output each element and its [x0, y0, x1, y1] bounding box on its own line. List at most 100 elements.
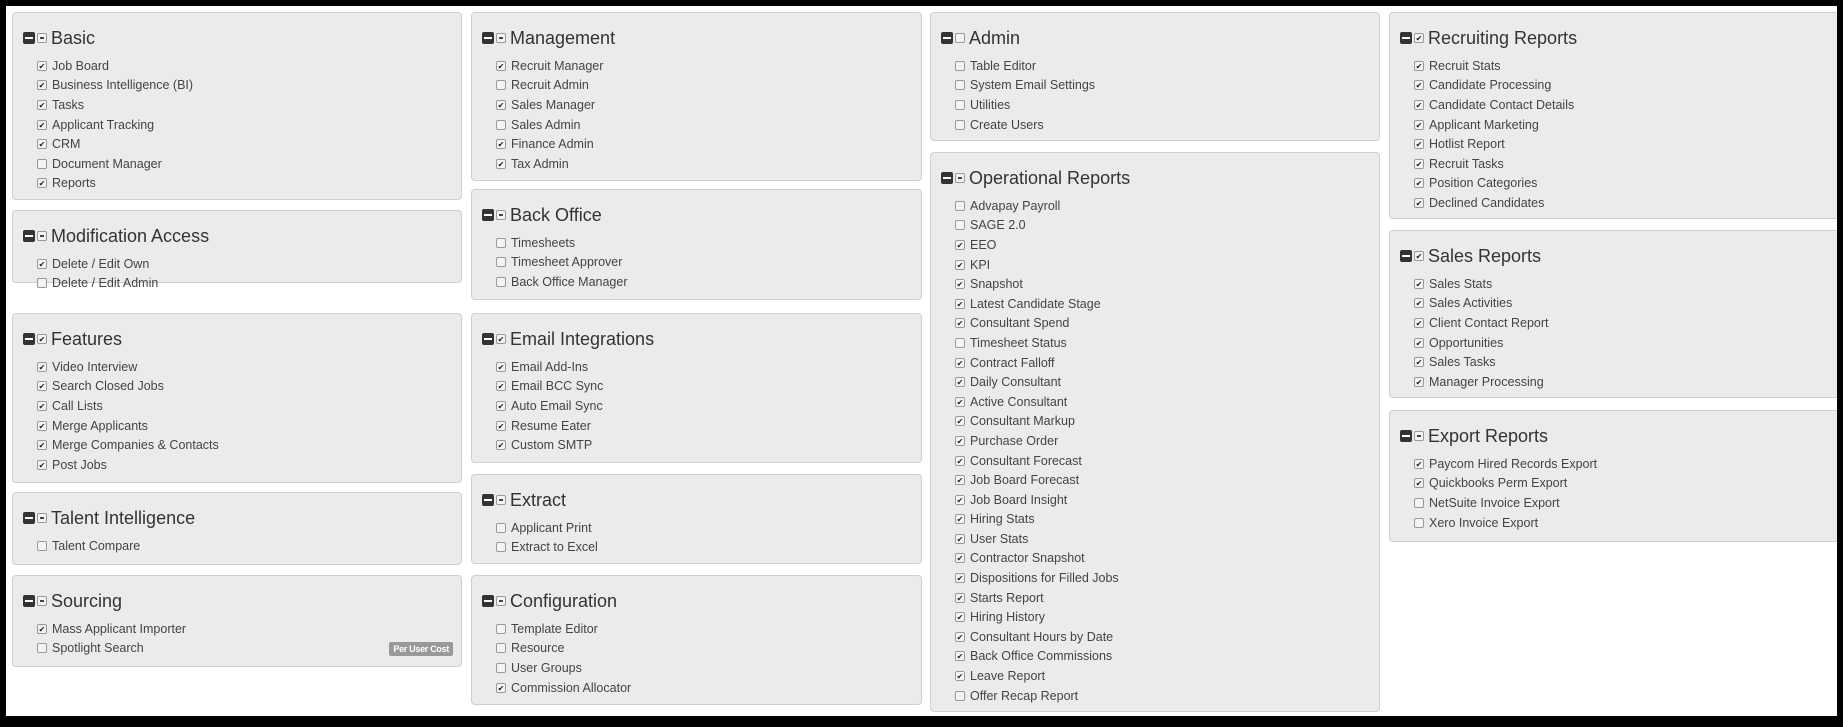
permission-item[interactable]: Back Office Manager	[482, 272, 921, 292]
select-all-checkbox[interactable]	[37, 513, 47, 523]
permission-checkbox[interactable]	[955, 239, 965, 250]
permission-item[interactable]: Hiring History	[941, 607, 1379, 627]
permission-item[interactable]: Auto Email Sync	[482, 396, 921, 416]
permission-item[interactable]: Recruit Tasks	[1400, 154, 1837, 174]
permission-item[interactable]: Utilities	[941, 95, 1379, 115]
permission-checkbox[interactable]	[496, 542, 506, 553]
permission-checkbox[interactable]	[1414, 99, 1424, 110]
select-all-checkbox[interactable]	[496, 596, 506, 606]
select-all-checkbox[interactable]	[1414, 431, 1424, 441]
permission-item[interactable]: Template Editor	[482, 619, 921, 639]
permission-checkbox[interactable]	[955, 298, 965, 309]
permission-checkbox[interactable]	[496, 662, 506, 673]
permission-item[interactable]: Recruit Manager	[482, 56, 921, 76]
permission-checkbox[interactable]	[496, 522, 506, 533]
collapse-icon[interactable]	[1400, 430, 1412, 442]
select-all-checkbox[interactable]	[37, 231, 47, 241]
select-all-checkbox[interactable]	[955, 33, 965, 43]
permission-checkbox[interactable]	[37, 361, 47, 372]
permission-item[interactable]: Dispositions for Filled Jobs	[941, 568, 1379, 588]
permission-item[interactable]: Consultant Forecast	[941, 451, 1379, 471]
permission-item[interactable]: Email BCC Sync	[482, 377, 921, 397]
permission-checkbox[interactable]	[955, 494, 965, 505]
permission-item[interactable]: Call Lists	[23, 396, 461, 416]
permission-checkbox[interactable]	[1414, 278, 1424, 289]
permission-checkbox[interactable]	[955, 475, 965, 486]
permission-item[interactable]: Delete / Edit Admin	[23, 274, 461, 294]
permission-checkbox[interactable]	[1414, 497, 1424, 508]
permission-item[interactable]: Business Intelligence (BI)	[23, 76, 461, 96]
permission-checkbox[interactable]	[1414, 317, 1424, 328]
permission-checkbox[interactable]	[1414, 197, 1424, 208]
permission-item[interactable]: User Stats	[941, 529, 1379, 549]
select-all-checkbox[interactable]	[496, 334, 506, 344]
permission-checkbox[interactable]	[955, 337, 965, 348]
permission-item[interactable]: Paycom Hired Records Export	[1400, 454, 1837, 474]
permission-checkbox[interactable]	[496, 60, 506, 71]
permission-item[interactable]: Commission Allocator	[482, 678, 921, 698]
select-all-checkbox[interactable]	[37, 33, 47, 43]
permission-checkbox[interactable]	[1414, 357, 1424, 368]
permission-item[interactable]: Applicant Marketing	[1400, 115, 1837, 135]
permission-checkbox[interactable]	[496, 400, 506, 411]
permission-item[interactable]: Sales Activities	[1400, 294, 1837, 314]
permission-item[interactable]: Purchase Order	[941, 431, 1379, 451]
select-all-checkbox[interactable]	[496, 495, 506, 505]
permission-checkbox[interactable]	[37, 99, 47, 110]
permission-item[interactable]: Active Consultant	[941, 392, 1379, 412]
collapse-icon[interactable]	[23, 595, 35, 607]
select-all-checkbox[interactable]	[1414, 251, 1424, 261]
permission-item[interactable]: Hotlist Report	[1400, 134, 1837, 154]
permission-checkbox[interactable]	[955, 514, 965, 525]
permission-checkbox[interactable]	[37, 278, 47, 289]
permission-checkbox[interactable]	[37, 80, 47, 91]
permission-item[interactable]: Merge Applicants	[23, 416, 461, 436]
permission-checkbox[interactable]	[955, 553, 965, 564]
permission-checkbox[interactable]	[955, 592, 965, 603]
permission-checkbox[interactable]	[496, 623, 506, 634]
permission-checkbox[interactable]	[955, 533, 965, 544]
permission-checkbox[interactable]	[955, 200, 965, 211]
permission-checkbox[interactable]	[496, 420, 506, 431]
permission-checkbox[interactable]	[1414, 158, 1424, 169]
permission-item[interactable]: Position Categories	[1400, 174, 1837, 194]
permission-checkbox[interactable]	[1414, 298, 1424, 309]
collapse-icon[interactable]	[941, 172, 953, 184]
permission-checkbox[interactable]	[37, 139, 47, 150]
permission-checkbox[interactable]	[955, 318, 965, 329]
permission-checkbox[interactable]	[955, 220, 965, 231]
permission-checkbox[interactable]	[1414, 139, 1424, 150]
permission-item[interactable]: Consultant Spend	[941, 314, 1379, 334]
permission-checkbox[interactable]	[955, 60, 965, 71]
permission-checkbox[interactable]	[1414, 458, 1424, 469]
permission-checkbox[interactable]	[955, 99, 965, 110]
permission-checkbox[interactable]	[955, 119, 965, 130]
select-all-checkbox[interactable]	[496, 210, 506, 220]
permission-checkbox[interactable]	[37, 381, 47, 392]
select-all-checkbox[interactable]	[37, 334, 47, 344]
permission-item[interactable]: Contract Falloff	[941, 353, 1379, 373]
permission-checkbox[interactable]	[955, 573, 965, 584]
permission-item[interactable]: Back Office Commissions	[941, 647, 1379, 667]
permission-item[interactable]: Sales Stats	[1400, 274, 1837, 294]
permission-checkbox[interactable]	[496, 682, 506, 693]
permission-item[interactable]: NetSuite Invoice Export	[1400, 493, 1837, 513]
permission-checkbox[interactable]	[37, 440, 47, 451]
permission-checkbox[interactable]	[37, 119, 47, 130]
permission-item[interactable]: Starts Report	[941, 588, 1379, 608]
permission-checkbox[interactable]	[955, 259, 965, 270]
permission-checkbox[interactable]	[955, 671, 965, 682]
permission-item[interactable]: Latest Candidate Stage	[941, 294, 1379, 314]
permission-item[interactable]: Mass Applicant Importer	[23, 619, 461, 639]
permission-item[interactable]: SAGE 2.0	[941, 216, 1379, 236]
permission-checkbox[interactable]	[37, 178, 47, 189]
permission-item[interactable]: Contractor Snapshot	[941, 549, 1379, 569]
permission-item[interactable]: Document Manager	[23, 154, 461, 174]
permission-item[interactable]: Delete / Edit Own	[23, 254, 461, 274]
collapse-icon[interactable]	[482, 333, 494, 345]
collapse-icon[interactable]	[1400, 250, 1412, 262]
permission-checkbox[interactable]	[955, 435, 965, 446]
permission-checkbox[interactable]	[496, 361, 506, 372]
permission-checkbox[interactable]	[37, 420, 47, 431]
permission-item[interactable]: Applicant Tracking	[23, 115, 461, 135]
